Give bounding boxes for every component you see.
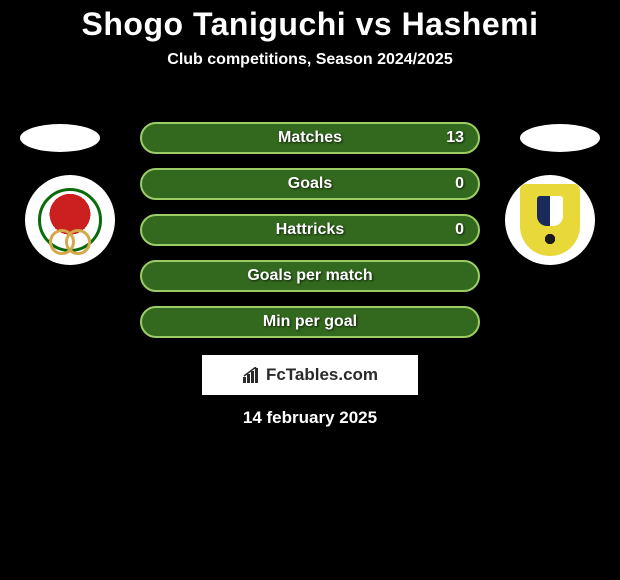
stat-label: Matches bbox=[142, 124, 478, 152]
watermark-text: FcTables.com bbox=[266, 365, 378, 385]
player-right-avatar bbox=[520, 124, 600, 152]
stat-label: Min per goal bbox=[142, 308, 478, 336]
page-title: Shogo Taniguchi vs Hashemi bbox=[0, 0, 620, 43]
stat-row: Goals per match bbox=[140, 260, 480, 292]
watermark: FcTables.com bbox=[202, 355, 418, 395]
crest-icon bbox=[520, 184, 580, 256]
stat-value-right: 0 bbox=[455, 216, 464, 244]
footer-date: 14 february 2025 bbox=[0, 408, 620, 428]
player-left-avatar bbox=[20, 124, 100, 152]
stat-value-right: 0 bbox=[455, 170, 464, 198]
page-subtitle: Club competitions, Season 2024/2025 bbox=[0, 51, 620, 69]
stat-label: Goals per match bbox=[142, 262, 478, 290]
team-badge-left bbox=[25, 175, 115, 265]
team-badge-right bbox=[505, 175, 595, 265]
stat-row: Goals0 bbox=[140, 168, 480, 200]
crest-icon bbox=[38, 188, 102, 252]
stat-label: Hattricks bbox=[142, 216, 478, 244]
stat-value-right: 13 bbox=[446, 124, 464, 152]
infographic-container: Shogo Taniguchi vs Hashemi Club competit… bbox=[0, 0, 620, 580]
stat-row: Min per goal bbox=[140, 306, 480, 338]
stat-label: Goals bbox=[142, 170, 478, 198]
stat-row: Hattricks0 bbox=[140, 214, 480, 246]
stat-row: Matches13 bbox=[140, 122, 480, 154]
bar-chart-icon bbox=[242, 367, 262, 383]
stats-panel: Matches13Goals0Hattricks0Goals per match… bbox=[140, 122, 480, 338]
